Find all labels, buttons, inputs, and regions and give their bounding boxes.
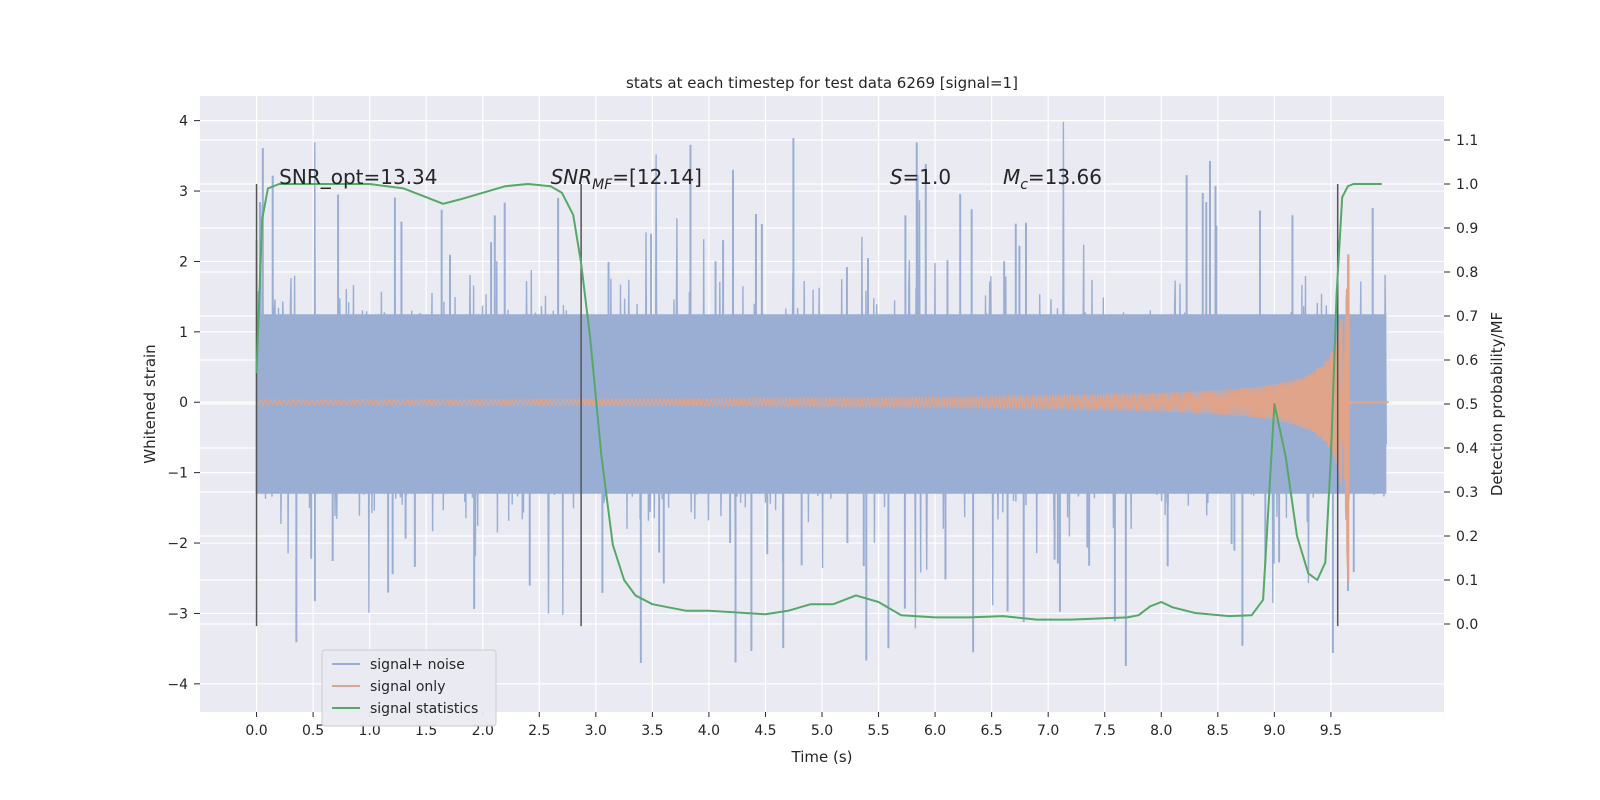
x-tick-label-7: 3.5: [641, 723, 663, 739]
yr-tick-label-2: 0.2: [1456, 529, 1478, 545]
yr-tick-label-8: 0.8: [1456, 265, 1478, 281]
annotations: SNR_opt=13.34 SNRMF=[12.14] S=1.0 Mc=13.66: [279, 165, 1102, 193]
y-tick-label-0: −4: [167, 677, 188, 693]
y-right-axis-title: Detection probability/MF: [1488, 312, 1506, 496]
y-tick-label-8: 4: [179, 114, 188, 130]
y-tick-label-3: −1: [167, 466, 188, 482]
x-tick-label-2: 1.0: [359, 723, 381, 739]
x-tick-label-17: 8.5: [1207, 723, 1229, 739]
yr-tick-label-6: 0.6: [1456, 353, 1478, 369]
x-tick-label-14: 7.0: [1037, 723, 1059, 739]
yr-tick-label-9: 0.9: [1456, 221, 1478, 237]
signal-statistics-line: [255, 183, 1382, 621]
x-tick-label-8: 4.0: [698, 723, 720, 739]
y-axis-title: Whitened strain: [141, 344, 159, 463]
annotation-1: SNRMF=[12.14]: [551, 165, 702, 193]
legend-label-signal-noise: signal+ noise: [370, 657, 465, 673]
x-tick-label-9: 4.5: [754, 723, 776, 739]
x-tick-label-3: 1.5: [415, 723, 437, 739]
y-right-axis-ticks: 0.0 0.1 0.2 0.3 0.4 0.5 0.6 0.7 0.8 0.9 1.0 1.1: [1444, 133, 1478, 633]
x-tick-label-15: 7.5: [1094, 723, 1116, 739]
x-tick-label-4: 2.0: [472, 723, 494, 739]
legend-box: [321, 649, 497, 727]
x-tick-label-16: 8.0: [1150, 723, 1172, 739]
y-tick-label-1: −3: [167, 606, 188, 622]
x-tick-label-1: 0.5: [302, 723, 324, 739]
yr-tick-label-7: 0.7: [1456, 309, 1478, 325]
yr-tick-label-11: 1.1: [1456, 133, 1478, 149]
legend: signal+ noise signal only signal statist…: [321, 649, 497, 727]
x-tick-label-11: 5.5: [867, 723, 889, 739]
x-axis-title: Time (s): [791, 748, 853, 766]
legend-label-signal-only: signal only: [370, 679, 445, 695]
yr-tick-label-4: 0.4: [1456, 441, 1478, 457]
legend-label-signal-statistics: signal statistics: [370, 701, 478, 717]
chart-title: stats at each timestep for test data 626…: [626, 74, 1018, 92]
x-tick-label-5: 2.5: [528, 723, 550, 739]
yr-tick-label-1: 0.1: [1456, 573, 1478, 589]
x-tick-label-6: 3.0: [585, 723, 607, 739]
annotation-3: Mc=13.66: [1003, 165, 1102, 193]
y-axis-ticks: −4 −3 −2 −1 0 1 2 3 4: [167, 114, 200, 693]
yr-tick-label-3: 0.3: [1456, 485, 1478, 501]
y-tick-label-4: 0: [179, 395, 188, 411]
signal-only-series: [255, 254, 1389, 583]
x-tick-label-18: 9.0: [1263, 723, 1285, 739]
x-tick-label-13: 6.5: [981, 723, 1003, 739]
yr-tick-label-10: 1.0: [1456, 177, 1478, 193]
y-tick-label-5: 1: [179, 325, 188, 341]
signal-only-line: [255, 254, 1354, 583]
x-axis-ticks: 0.0 0.5 1.0 1.5 2.0 2.5 3.0 3.5 4.0 4.5 5.0 5.5 6.0 6…: [245, 712, 1342, 739]
annotation-0: SNR_opt=13.34: [279, 165, 437, 189]
y-tick-label-2: −2: [167, 536, 188, 552]
y-tick-label-6: 2: [179, 254, 188, 270]
x-tick-label-10: 5.0: [811, 723, 833, 739]
y-tick-label-7: 3: [179, 184, 188, 200]
yr-tick-label-0: 0.0: [1456, 617, 1478, 633]
x-tick-label-0: 0.0: [245, 723, 267, 739]
signal-statistics-series: [255, 183, 1382, 621]
x-tick-label-12: 6.0: [924, 723, 946, 739]
x-tick-label-19: 9.5: [1320, 723, 1342, 739]
yr-tick-label-5: 0.5: [1456, 397, 1478, 413]
annotation-2: S=1.0: [890, 165, 951, 189]
